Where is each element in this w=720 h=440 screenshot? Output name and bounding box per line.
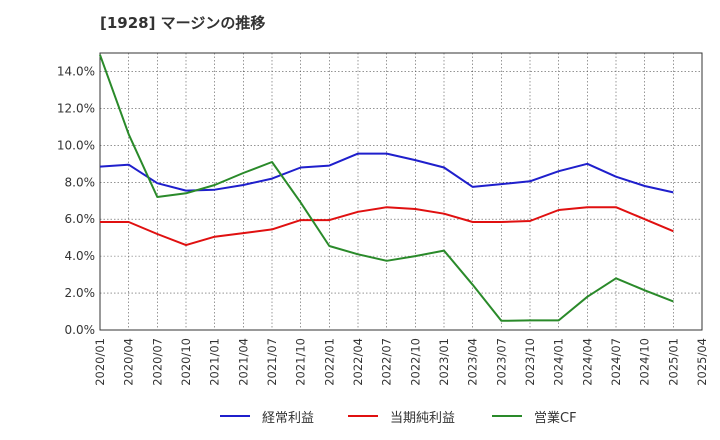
x-tick-label: 2024/01 (552, 338, 566, 386)
x-tick-label: 2020/07 (150, 338, 164, 386)
x-axis-tick-labels: 2020/01 2020/04 2020/07 2020/10 2021/01 2021/… (93, 338, 709, 386)
x-tick-label: 2024/04 (580, 338, 594, 386)
y-tick-label: 4.0% (65, 249, 96, 263)
legend: 経常利益 当期純利益 営業CF (0, 404, 720, 428)
x-tick-label: 2021/04 (236, 338, 250, 386)
legend-label-0: 経常利益 (262, 410, 315, 426)
x-tick-label: 2021/10 (294, 338, 308, 386)
x-tick-label: 2022/10 (408, 338, 422, 386)
series-line-2 (99, 54, 674, 322)
y-axis-tick-labels: 0.0% 2.0% 4.0% 6.0% 8.0% 10.0% 12.0% 14.0% (57, 64, 95, 337)
x-tick-label: 2023/10 (523, 338, 537, 386)
x-tick-label: 2020/10 (179, 338, 193, 386)
x-tick-label: 2022/07 (380, 338, 394, 386)
x-tick-label: 2025/01 (666, 338, 680, 386)
y-tick-label: 10.0% (57, 138, 95, 152)
legend-swatch-eigyo-cf (492, 415, 522, 417)
x-tick-label: 2022/04 (351, 338, 365, 386)
x-tick-label: 2021/07 (265, 338, 279, 386)
x-tick-label: 2025/04 (695, 338, 709, 386)
x-tick-label: 2024/07 (609, 338, 623, 386)
y-tick-label: 2.0% (65, 286, 96, 300)
x-tick-label: 2023/07 (494, 338, 508, 386)
series-line-1 (100, 206, 674, 247)
legend-swatch-keijo (220, 415, 250, 417)
x-tick-label: 2021/01 (208, 338, 222, 386)
legend-item-2: 営業CF (492, 404, 577, 428)
legend-label-1: 当期純利益 (390, 410, 456, 426)
legend-label-2: 営業CF (534, 410, 577, 426)
legend-item-1: 当期純利益 (348, 404, 455, 428)
x-tick-label: 2024/10 (638, 338, 652, 386)
x-tick-label: 2023/01 (437, 338, 451, 386)
grid-lines (100, 53, 702, 330)
y-tick-label: 6.0% (65, 212, 96, 226)
chart-title: [1928] マージンの推移 (100, 14, 266, 32)
x-tick-label: 2020/04 (122, 338, 136, 386)
x-tick-label: 2022/01 (322, 338, 336, 386)
x-tick-label: 2020/01 (93, 338, 107, 386)
legend-swatch-junrieki (348, 415, 378, 417)
plot-area-frame (99, 52, 703, 331)
y-tick-label: 12.0% (57, 101, 95, 115)
y-tick-label: 0.0% (65, 323, 96, 337)
y-tick-label: 14.0% (57, 64, 95, 78)
legend-item-0: 経常利益 (220, 404, 314, 428)
y-tick-label: 8.0% (65, 175, 96, 189)
series-lines (99, 54, 674, 322)
x-tick-label: 2023/04 (466, 338, 480, 386)
